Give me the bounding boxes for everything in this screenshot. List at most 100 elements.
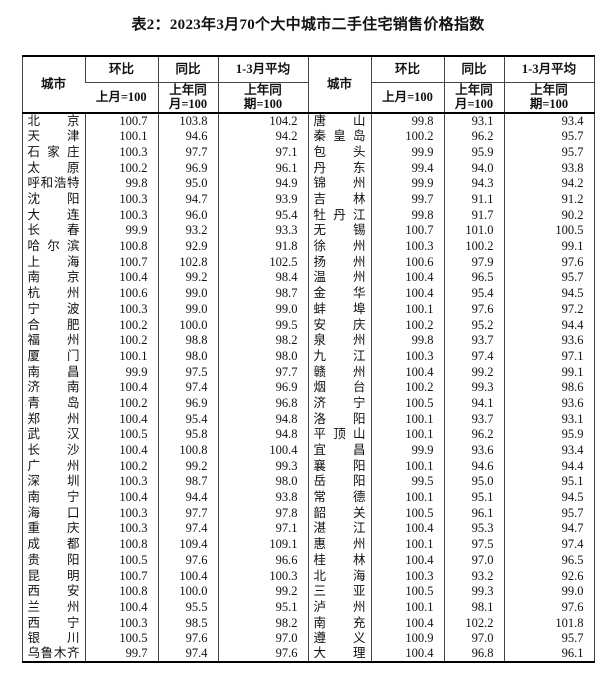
city-cell: 温州: [307, 269, 371, 286]
city-cell: 合肥: [27, 317, 80, 332]
table-row: 长沙 100.4 100.8 100.4 宜昌 99.9 93.6 93.4: [22, 442, 594, 459]
yoy-value: 97.4: [157, 379, 218, 396]
mom-value: 100.5: [84, 552, 158, 568]
yoy-value: 100.8: [157, 442, 218, 459]
table-row: 青岛 100.2 96.9 96.8 济宁 100.5 94.1 93.6: [22, 395, 594, 412]
yoy-value: 99.2: [157, 458, 218, 474]
avg-value: 95.7: [503, 630, 594, 647]
avg-value: 93.4: [503, 442, 594, 459]
city-cell: 锦州: [307, 175, 371, 192]
avg-value: 99.0: [217, 301, 308, 317]
header-city-right: 城市: [307, 56, 371, 113]
avg-value: 97.1: [217, 144, 308, 161]
mom-value: 100.2: [84, 458, 158, 474]
header-row-measures: 城市 环比 同比 1-3月平均 城市 环比 同比 1-3月平均: [22, 56, 594, 113]
yoy-value: 93.1: [443, 113, 504, 129]
city-cell: 西安: [27, 584, 80, 599]
city-cell: 济宁: [307, 395, 371, 412]
table-row: 西安 100.8 100.0 99.2 三亚 100.5 99.3 99.0: [22, 583, 594, 600]
city-cell: 平顶山: [307, 426, 371, 443]
mom-value: 100.4: [370, 285, 444, 302]
avg-value: 95.4: [217, 207, 308, 223]
city-cell: 长春: [27, 223, 80, 238]
avg-value: 96.5: [503, 552, 594, 568]
yoy-value: 101.0: [443, 222, 504, 239]
mom-value: 100.4: [370, 520, 444, 537]
yoy-value: 95.4: [443, 285, 504, 302]
avg-value: 99.0: [503, 583, 594, 600]
city-cell: 成都: [27, 537, 80, 552]
avg-value: 96.1: [217, 160, 308, 176]
avg-value: 96.8: [217, 395, 308, 412]
mom-value: 100.5: [370, 395, 444, 412]
table-row: 西宁 100.3 98.5 98.2 南充 100.4 102.2 101.8: [22, 615, 594, 631]
city-cell: 湛江: [307, 520, 371, 537]
mom-value: 100.2: [370, 128, 444, 145]
city-cell: 南京: [27, 270, 80, 285]
city-cell: 西宁: [27, 615, 80, 630]
avg-value: 97.6: [217, 646, 308, 663]
city-cell: 烟台: [307, 379, 371, 396]
yoy-value: 95.8: [157, 426, 218, 443]
yoy-value: 100.2: [443, 238, 504, 255]
mom-value: 100.3: [84, 473, 158, 490]
avg-value: 97.6: [503, 254, 594, 270]
city-cell: 秦皇岛: [307, 128, 371, 145]
mom-value: 100.4: [370, 615, 444, 631]
yoy-value: 96.5: [443, 269, 504, 286]
avg-value: 94.9: [217, 175, 308, 192]
yoy-value: 93.2: [157, 222, 218, 239]
mom-value: 100.3: [84, 191, 158, 208]
mom-value: 100.7: [84, 254, 158, 270]
city-cell: 吉林: [307, 191, 371, 208]
avg-value: 97.4: [503, 536, 594, 553]
mom-value: 100.3: [370, 238, 444, 255]
city-cell: 宜昌: [307, 442, 371, 459]
avg-value: 100.3: [217, 567, 308, 584]
table-row: 广州 100.2 99.2 99.3 襄阳 100.1 94.6 94.4: [22, 458, 594, 474]
city-cell: 贵阳: [27, 552, 80, 567]
mom-value: 99.8: [370, 113, 444, 129]
yoy-value: 98.8: [157, 332, 218, 349]
table-row: 南昌 99.9 97.5 97.7 赣州 100.4 99.2 99.1: [22, 364, 594, 380]
avg-value: 95.7: [503, 128, 594, 145]
mom-value: 100.3: [84, 520, 158, 537]
yoy-value: 95.3: [443, 520, 504, 537]
avg-value: 98.2: [217, 615, 308, 631]
table-row: 厦门 100.1 98.0 98.0 九江 100.3 97.4 97.1: [22, 348, 594, 364]
city-cell: 常德: [307, 489, 371, 506]
city-cell: 银川: [27, 631, 80, 646]
yoy-value: 95.2: [443, 316, 504, 333]
mom-value: 99.9: [84, 222, 158, 239]
table-row: 合肥 100.2 100.0 99.5 安庆 100.2 95.2 94.4: [22, 316, 594, 333]
avg-value: 99.1: [503, 364, 594, 380]
yoy-value: 94.7: [157, 191, 218, 208]
avg-value: 98.0: [217, 473, 308, 490]
mom-value: 100.5: [84, 426, 158, 443]
mom-value: 100.2: [84, 160, 158, 176]
table-row: 宁波 100.3 99.0 99.0 蚌埠 100.1 97.6 97.2: [22, 301, 594, 317]
header-city-left: 城市: [40, 77, 66, 92]
mom-value: 100.2: [84, 395, 158, 412]
yoy-value: 97.6: [157, 630, 218, 647]
avg-value: 95.7: [503, 505, 594, 521]
city-cell: 金华: [307, 285, 371, 302]
avg-value: 92.6: [503, 567, 594, 584]
mom-value: 100.8: [84, 238, 158, 255]
avg-value: 100.5: [503, 222, 594, 239]
table-row: 太原 100.2 96.9 96.1 丹东 99.4 94.0 93.8: [22, 160, 594, 176]
yoy-value: 97.4: [443, 348, 504, 364]
mom-value: 100.4: [84, 379, 158, 396]
city-cell: 福州: [27, 333, 80, 348]
yoy-value: 97.5: [157, 364, 218, 380]
mom-value: 99.5: [370, 473, 444, 490]
yoy-value: 97.0: [443, 630, 504, 647]
avg-value: 94.4: [503, 316, 594, 333]
yoy-value: 97.5: [443, 536, 504, 553]
yoy-value: 93.7: [443, 332, 504, 349]
yoy-value: 96.1: [443, 505, 504, 521]
avg-value: 94.8: [217, 411, 308, 427]
city-cell: 惠州: [307, 536, 371, 553]
city-cell: 呼和浩特: [27, 176, 80, 191]
yoy-value: 94.1: [443, 395, 504, 412]
